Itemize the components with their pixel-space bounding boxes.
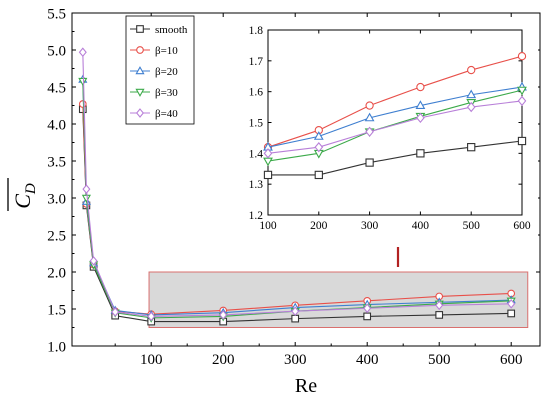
- inset-data-point: [416, 149, 425, 158]
- data-point: [81, 194, 91, 203]
- legend-box: [125, 15, 195, 125]
- inset-x-tick-label: 200: [310, 220, 328, 232]
- inset-y-tick-label: 1.6: [249, 87, 264, 99]
- inset-data-point: [365, 101, 374, 110]
- y-tick-label: 1.0: [47, 340, 66, 356]
- y-tick-label: 2.5: [47, 229, 66, 245]
- main-plot: 1.0 1.5 2.0 2.5 3.0 3.5 4.0 4.5 5.0 5.5 100 200 300 4…: [7, 7, 541, 397]
- inset-data-point: [263, 148, 273, 159]
- inset-y-tick-label: 1.3: [249, 179, 264, 191]
- inset-data-point: [365, 158, 374, 167]
- legend-label: smooth: [155, 24, 188, 36]
- y-axis-label: CD: [7, 178, 39, 211]
- inset-data-point: [517, 136, 527, 146]
- y-axis-label-text: CD: [10, 183, 39, 209]
- data-point: [291, 314, 300, 323]
- legend-marker: [136, 25, 144, 33]
- inset-data-point: [467, 143, 476, 152]
- inset-data-point: [313, 131, 324, 140]
- inset-y-tick-label: 1.2: [249, 210, 264, 222]
- y-tick-label: 4.5: [47, 81, 66, 97]
- legend-marker: [135, 88, 145, 97]
- y-tick-label: 3.0: [47, 192, 66, 208]
- inset-series-line: [267, 86, 523, 148]
- inset-data-point: [517, 95, 527, 107]
- inset-plot: 1.2 1.3 1.4 1.5 1.6 1.7 1.8 100 200 300 400 500 600: [230, 22, 538, 247]
- y-tick-label: 5.5: [47, 7, 66, 23]
- data-point: [435, 311, 444, 319]
- inset-data-point: [467, 65, 476, 75]
- data-point: [363, 312, 372, 321]
- data-point: [435, 300, 444, 311]
- inset-series-line: [267, 89, 523, 162]
- legend-marker: [135, 66, 145, 75]
- x-axis-label: Re: [295, 375, 317, 397]
- y-tick-label: 2.0: [47, 266, 66, 282]
- inset-series-line: [267, 55, 523, 148]
- legend-label: β=40: [155, 108, 178, 120]
- inset-data-point: [416, 112, 425, 124]
- y-tick-label: 3.5: [47, 155, 66, 171]
- inset-data-point: [466, 101, 476, 113]
- x-tick-label: 200: [212, 352, 235, 368]
- series-line: [82, 52, 512, 317]
- data-point: [78, 100, 87, 108]
- inset-x-tick-label: 600: [513, 220, 531, 232]
- data-point: [82, 184, 91, 194]
- data-point: [219, 310, 228, 320]
- inset-y-tick-label: 1.7: [249, 56, 264, 68]
- inset-y-tick-label: 1.5: [249, 118, 264, 130]
- inset-y-tick-label: 1.8: [249, 25, 264, 37]
- inset-data-point: [263, 170, 273, 180]
- inset-data-point: [314, 170, 323, 180]
- data-point: [363, 303, 372, 314]
- y-tick-label: 5.0: [47, 44, 66, 60]
- inset-x-tick-label: 100: [259, 220, 277, 232]
- inset-data-point: [314, 141, 324, 153]
- data-point: [111, 307, 120, 317]
- inset-background: [230, 22, 538, 247]
- legend-label: β=20: [155, 66, 178, 78]
- inset-x-tick-label: 500: [463, 220, 481, 232]
- inset-data-point: [415, 100, 426, 109]
- data-point: [78, 77, 88, 86]
- y-axis-label-main: C: [10, 194, 35, 209]
- legend-label: β=10: [155, 45, 178, 57]
- legend-marker: [136, 46, 144, 54]
- x-tick-label: 100: [140, 352, 163, 368]
- x-tick-label: 400: [356, 352, 379, 368]
- x-tick-label: 600: [500, 352, 523, 368]
- data-point: [78, 47, 87, 58]
- x-tick-label: 300: [284, 352, 307, 368]
- highlight-region: [148, 271, 529, 328]
- data-point: [507, 299, 516, 309]
- legend: smooth β=10 β=20 β=30 β=40: [125, 15, 195, 125]
- inset-x-tick-label: 400: [412, 220, 430, 232]
- data-point: [291, 306, 300, 317]
- data-point: [89, 256, 98, 266]
- x-tick-label: 500: [428, 352, 451, 368]
- inset-data-point: [364, 112, 375, 122]
- inset-data-point: [416, 82, 425, 92]
- y-tick-label: 4.0: [47, 118, 66, 134]
- inset-data-point: [365, 126, 374, 137]
- inset-data-point: [466, 89, 477, 99]
- inset-series-line: [267, 100, 523, 154]
- series-line: [82, 81, 512, 319]
- inset-data-point: [517, 86, 527, 96]
- legend-marker: [135, 108, 145, 118]
- data-point: [147, 311, 156, 322]
- inset-data-point: [517, 52, 527, 61]
- y-axis-label-sub: D: [23, 183, 39, 195]
- inset-series-line: [268, 140, 523, 176]
- legend-label: β=30: [155, 87, 178, 99]
- y-tick-label: 1.5: [47, 303, 66, 319]
- inset-x-tick-label: 300: [361, 220, 379, 232]
- data-point: [507, 309, 516, 318]
- inset-y-tick-label: 1.4: [249, 148, 264, 160]
